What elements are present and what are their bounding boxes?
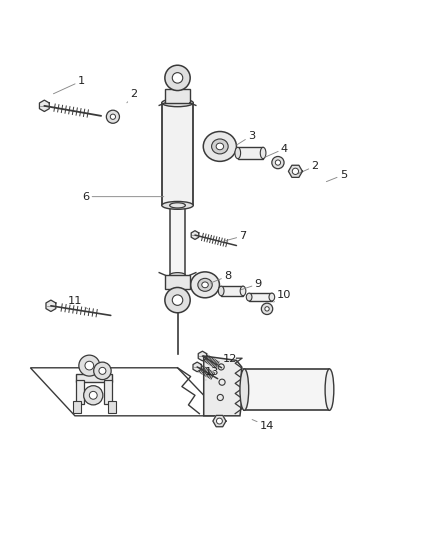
Circle shape <box>261 303 273 314</box>
Ellipse shape <box>198 278 212 292</box>
Circle shape <box>84 386 103 405</box>
Polygon shape <box>30 368 223 416</box>
Ellipse shape <box>246 293 252 301</box>
Ellipse shape <box>240 369 249 410</box>
Polygon shape <box>204 356 243 416</box>
Ellipse shape <box>170 272 185 278</box>
Polygon shape <box>46 300 56 311</box>
Circle shape <box>106 110 120 123</box>
Text: 2: 2 <box>298 161 318 174</box>
Ellipse shape <box>172 72 183 83</box>
Circle shape <box>99 367 106 374</box>
Ellipse shape <box>170 203 185 208</box>
Text: 4: 4 <box>265 143 288 157</box>
Bar <box>221 286 243 296</box>
Bar <box>244 369 329 410</box>
Ellipse shape <box>269 293 275 301</box>
Ellipse shape <box>191 272 219 298</box>
Circle shape <box>272 157 284 169</box>
Bar <box>76 374 112 382</box>
Ellipse shape <box>216 143 224 150</box>
Bar <box>104 380 112 404</box>
Bar <box>108 400 117 413</box>
Text: 7: 7 <box>222 231 247 242</box>
Bar <box>238 147 263 159</box>
Ellipse shape <box>162 201 193 209</box>
Text: 11: 11 <box>67 296 88 309</box>
Text: 3: 3 <box>237 131 255 145</box>
Text: 9: 9 <box>241 279 262 289</box>
Ellipse shape <box>203 132 237 161</box>
Ellipse shape <box>162 99 193 107</box>
Text: 2: 2 <box>127 89 138 103</box>
Circle shape <box>79 355 100 376</box>
Ellipse shape <box>260 147 266 159</box>
Text: 1: 1 <box>53 76 85 94</box>
Polygon shape <box>288 165 302 177</box>
Bar <box>249 293 272 301</box>
Text: 8: 8 <box>211 271 231 283</box>
Bar <box>165 89 190 103</box>
Bar <box>170 205 185 275</box>
Ellipse shape <box>172 295 183 305</box>
Ellipse shape <box>165 287 190 313</box>
Ellipse shape <box>235 147 240 159</box>
Ellipse shape <box>202 282 208 288</box>
Text: 12: 12 <box>217 354 237 366</box>
Circle shape <box>94 362 111 379</box>
Polygon shape <box>191 231 199 239</box>
Polygon shape <box>39 100 49 111</box>
Polygon shape <box>213 415 226 427</box>
Ellipse shape <box>240 286 246 296</box>
Bar <box>165 275 190 289</box>
Polygon shape <box>198 351 207 361</box>
Bar <box>162 103 193 205</box>
Circle shape <box>85 361 94 370</box>
Circle shape <box>216 418 223 424</box>
Circle shape <box>110 114 116 119</box>
Circle shape <box>276 160 281 165</box>
Text: 13: 13 <box>205 367 219 380</box>
Text: 6: 6 <box>82 192 164 201</box>
Circle shape <box>292 168 299 174</box>
Ellipse shape <box>219 286 224 296</box>
Polygon shape <box>193 362 201 372</box>
Ellipse shape <box>212 139 228 154</box>
Text: 14: 14 <box>252 419 274 431</box>
Ellipse shape <box>165 65 190 91</box>
Text: 5: 5 <box>326 170 347 182</box>
Circle shape <box>265 306 269 311</box>
Ellipse shape <box>325 369 334 410</box>
Bar <box>73 400 81 413</box>
Text: 10: 10 <box>274 290 292 302</box>
Circle shape <box>89 391 97 399</box>
Bar <box>76 380 84 404</box>
